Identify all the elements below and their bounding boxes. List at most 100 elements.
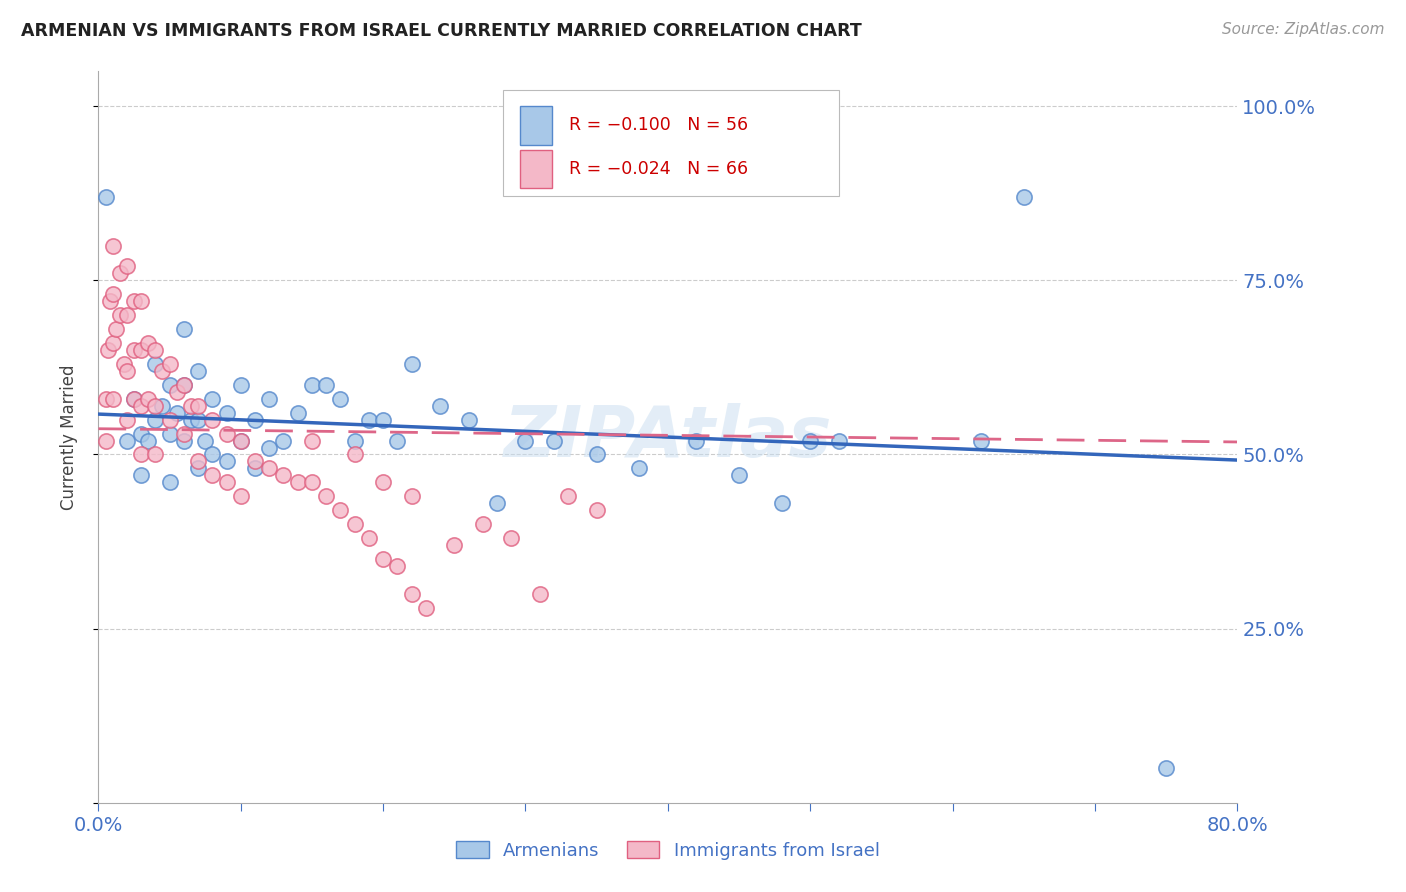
Point [201, 448, 224, 462]
Point [136, 392, 159, 406]
Point [180, 399, 202, 413]
Point [301, 475, 323, 490]
Point [215, 426, 238, 441]
Point [115, 308, 138, 322]
Bar [520, 106, 551, 145]
Point [145, 448, 167, 462]
Point [343, 448, 366, 462]
Text: ZIPAtlas: ZIPAtlas [503, 402, 832, 472]
Point [194, 434, 217, 448]
Point [101, 336, 124, 351]
Point [357, 531, 380, 545]
Point [101, 287, 124, 301]
Point [201, 392, 224, 406]
Point [287, 406, 309, 420]
Point [145, 343, 167, 357]
Point [585, 448, 607, 462]
Point [187, 399, 209, 413]
Point [180, 412, 202, 426]
FancyBboxPatch shape [503, 90, 839, 195]
Point [373, 475, 395, 490]
Point [828, 434, 851, 448]
Point [585, 503, 607, 517]
Point [273, 468, 295, 483]
Point [287, 475, 309, 490]
Point [122, 392, 145, 406]
Point [259, 441, 281, 455]
Point [343, 517, 366, 532]
Point [401, 587, 423, 601]
Point [129, 468, 152, 483]
Point [159, 357, 181, 371]
Point [173, 434, 195, 448]
Point [145, 412, 167, 426]
Point [129, 294, 152, 309]
Point [543, 434, 565, 448]
Text: Source: ZipAtlas.com: Source: ZipAtlas.com [1222, 22, 1385, 37]
Point [443, 538, 465, 552]
Point [108, 308, 131, 322]
Point [387, 434, 409, 448]
Point [94, 190, 117, 204]
Point [215, 406, 238, 420]
Point [259, 392, 281, 406]
Point [108, 266, 131, 280]
Point [173, 322, 195, 336]
Text: R = −0.100   N = 56: R = −0.100 N = 56 [569, 117, 748, 135]
Point [1012, 190, 1035, 204]
Point [187, 461, 209, 475]
Point [122, 294, 145, 309]
Point [112, 357, 135, 371]
Point [173, 377, 195, 392]
Point [243, 412, 266, 426]
Point [301, 434, 323, 448]
Point [97, 343, 120, 357]
Legend: Armenians, Immigrants from Israel: Armenians, Immigrants from Israel [449, 834, 887, 867]
Point [243, 461, 266, 475]
Point [122, 392, 145, 406]
Point [486, 496, 509, 510]
Point [152, 399, 174, 413]
Point [122, 343, 145, 357]
Text: ARMENIAN VS IMMIGRANTS FROM ISRAEL CURRENTLY MARRIED CORRELATION CHART: ARMENIAN VS IMMIGRANTS FROM ISRAEL CURRE… [21, 22, 862, 40]
Point [515, 434, 537, 448]
Point [201, 468, 224, 483]
Point [159, 475, 181, 490]
Point [187, 454, 209, 468]
Point [471, 517, 494, 532]
Point [94, 434, 117, 448]
Point [98, 294, 121, 309]
Point [415, 600, 437, 615]
Point [129, 343, 152, 357]
Point [429, 399, 451, 413]
Point [315, 377, 337, 392]
Point [187, 412, 209, 426]
Point [685, 434, 707, 448]
Point [187, 364, 209, 378]
Point [529, 587, 551, 601]
Point [229, 489, 252, 503]
Point [152, 364, 174, 378]
Point [115, 364, 138, 378]
Point [799, 434, 821, 448]
Point [166, 384, 188, 399]
Point [136, 434, 159, 448]
Text: R = −0.024   N = 66: R = −0.024 N = 66 [569, 161, 748, 178]
Point [259, 461, 281, 475]
Point [101, 238, 124, 252]
Point [315, 489, 337, 503]
Point [401, 489, 423, 503]
Point [115, 434, 138, 448]
Point [173, 426, 195, 441]
Point [728, 468, 751, 483]
Point [136, 336, 159, 351]
Point [243, 454, 266, 468]
Point [94, 392, 117, 406]
Point [401, 357, 423, 371]
Point [129, 399, 152, 413]
Point [159, 426, 181, 441]
Point [628, 461, 651, 475]
Point [1154, 761, 1177, 775]
Point [457, 412, 479, 426]
Point [129, 426, 152, 441]
